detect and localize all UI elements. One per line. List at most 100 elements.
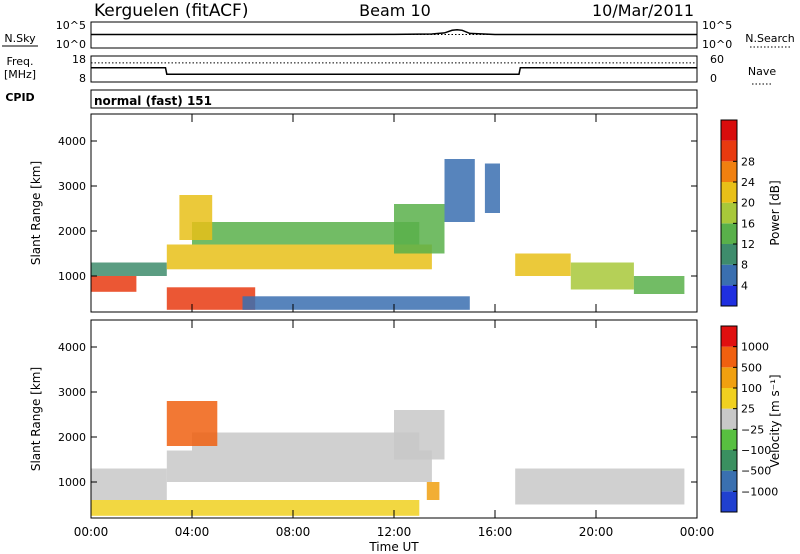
- freq-panel-frame: [90, 55, 698, 83]
- scatter-band-3: [166, 401, 218, 446]
- ytick-label: 1000: [58, 476, 86, 489]
- scatter-band-7: [91, 500, 420, 516]
- colorbar-tick-label: −500: [741, 465, 771, 478]
- power-colorbar: 4 8 12 16 20 24 28: [720, 119, 755, 307]
- scatter-band-11: [570, 262, 634, 290]
- freq-y2tick-bottom: 0: [710, 72, 717, 85]
- nsky-label: N.Sky: [4, 32, 36, 45]
- colorbar-segment: [721, 223, 737, 244]
- scatter-band-7: [444, 159, 475, 222]
- colorbar-segment: [721, 470, 737, 492]
- freq-panel: Freq. [MHz] CPID 18 8 60 0 Nave: [4, 53, 776, 104]
- colorbar-segment: [721, 140, 737, 162]
- colorbar-segment: [721, 120, 737, 141]
- colorbar-tick-label: 8: [741, 259, 748, 272]
- colorbar-segment: [721, 244, 737, 265]
- xtick-label: 04:00: [175, 525, 210, 539]
- ytick-label: 2000: [58, 225, 86, 238]
- velocity-xticks: 00:00 04:00 08:00 12:00 16:00 20:00 00:00: [74, 320, 715, 539]
- scatter-band-12: [633, 276, 685, 294]
- ytick-label: 3000: [58, 386, 86, 399]
- colorbar-tick-label: 1000: [741, 341, 769, 354]
- colorbar-segment: [721, 367, 737, 388]
- cpid-label: CPID: [5, 91, 34, 104]
- scatter-band-1: [91, 262, 167, 276]
- scatter-band-9: [242, 296, 470, 310]
- colorbar-segment: [721, 285, 737, 306]
- freq-series-line: [91, 66, 697, 75]
- colorbar-frame: [720, 119, 738, 307]
- scatter-band-8: [484, 163, 500, 213]
- colorbar-tick-label: 500: [741, 361, 762, 374]
- freq-y2tick-top: 60: [710, 53, 724, 66]
- noise-y2tick-bottom: 10^0: [702, 38, 732, 51]
- colorbar-tick-label: 24: [741, 176, 755, 189]
- colorbar-tick-label: 25: [741, 403, 755, 416]
- cpid-text: normal (fast) 151: [94, 94, 212, 108]
- noise-ytick-top: 10^5: [56, 19, 86, 32]
- colorbar-tick-label: 12: [741, 238, 755, 251]
- colorbar-segment: [721, 408, 737, 430]
- velocity-colorbar: 1000 500 100 25 −25 −100 −500 −1000: [720, 325, 778, 513]
- velocity-scatter-bands: [91, 401, 685, 516]
- colorbar-segment: [721, 161, 737, 182]
- noise-ytick-bottom: 10^0: [56, 38, 86, 51]
- scatter-band-6: [394, 204, 445, 254]
- velocity-yticks: 1000 2000 3000 4000: [58, 341, 697, 489]
- velocity-ylabel: Slant Range [km]: [29, 367, 43, 471]
- power-panel: Slant Range [km] 1000 2000 3000 4000 4 8 12 16…: [29, 113, 782, 313]
- freq-ytick-top: 18: [72, 53, 86, 66]
- power-scatter-bands: [91, 159, 685, 310]
- ytick-label: 3000: [58, 180, 86, 193]
- freq-ytick-bottom: 8: [79, 72, 86, 85]
- colorbar-tick-label: −100: [741, 444, 771, 457]
- xtick-label: 16:00: [478, 525, 513, 539]
- ytick-label: 1000: [58, 270, 86, 283]
- colorbar-segment: [721, 182, 737, 203]
- colorbar-frame: [720, 325, 738, 513]
- scatter-band-0: [91, 468, 167, 500]
- nsearch-label: N.Search: [745, 32, 795, 45]
- scatter-band-2: [166, 287, 256, 310]
- velocity-colorbar-label: Velocity [m s⁻¹]: [768, 374, 782, 467]
- colorbar-segment: [721, 202, 737, 224]
- colorbar-segment: [721, 450, 737, 471]
- colorbar-segment: [721, 264, 737, 286]
- freq-label-line1: Freq.: [6, 55, 33, 68]
- ytick-label: 4000: [58, 341, 86, 354]
- colorbar-tick-label: −25: [741, 423, 764, 436]
- colorbar-tick-label: 4: [741, 279, 748, 292]
- power-colorbar-label: Power [dB]: [768, 180, 782, 245]
- colorbar-tick-label: 16: [741, 217, 755, 230]
- scatter-band-3: [166, 244, 432, 270]
- xtick-label: 08:00: [276, 525, 311, 539]
- xtick-label: 00:00: [680, 525, 715, 539]
- colorbar-tick-label: −1000: [741, 485, 778, 498]
- cpid-panel-frame: [90, 89, 698, 109]
- colorbar-segment: [721, 491, 737, 512]
- date-label: 10/Mar/2011: [592, 1, 694, 20]
- beam-label: Beam 10: [359, 1, 431, 20]
- noise-y2tick-top: 10^5: [702, 19, 732, 32]
- scatter-band-5: [426, 482, 440, 500]
- xtick-label: 12:00: [377, 525, 412, 539]
- colorbar-segment: [721, 429, 737, 450]
- xtick-label: 20:00: [579, 525, 614, 539]
- noise-panel: N.Sky 10^5 10^0 10^5 10^0 N.Search: [2, 19, 795, 51]
- scatter-band-5: [179, 195, 213, 240]
- ytick-label: 4000: [58, 135, 86, 148]
- colorbar-tick-label: 100: [741, 382, 762, 395]
- power-xticks: [90, 114, 698, 312]
- colorbar-segment: [721, 388, 737, 409]
- velocity-panel: Slant Range [km] 1000 2000 3000 4000 00:00 0…: [29, 319, 782, 539]
- colorbar-segment: [721, 326, 737, 347]
- power-ylabel: Slant Range [km]: [29, 161, 43, 265]
- colorbar-tick-label: 28: [741, 155, 755, 168]
- colorbar-segment: [721, 346, 737, 368]
- ytick-label: 2000: [58, 431, 86, 444]
- power-yticks: 1000 2000 3000 4000: [58, 135, 697, 283]
- nave-label: Nave: [748, 65, 776, 78]
- scatter-band-10: [515, 253, 571, 276]
- scatter-band-2: [192, 432, 420, 451]
